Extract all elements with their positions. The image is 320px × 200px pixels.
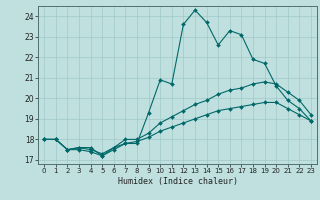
- X-axis label: Humidex (Indice chaleur): Humidex (Indice chaleur): [118, 177, 238, 186]
